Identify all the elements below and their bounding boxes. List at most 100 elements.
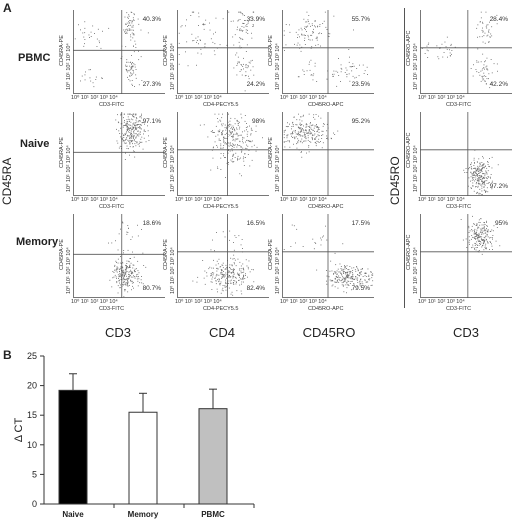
event-dot xyxy=(313,116,314,118)
event-dot xyxy=(348,281,350,282)
event-dot xyxy=(312,32,314,34)
event-dot xyxy=(236,133,238,135)
event-dot xyxy=(344,266,346,268)
event-dot xyxy=(251,159,253,161)
event-dot xyxy=(120,266,122,268)
event-dot xyxy=(224,124,226,126)
event-dot xyxy=(214,54,216,56)
event-dot xyxy=(133,131,135,133)
event-dot xyxy=(226,126,227,128)
event-dot xyxy=(478,235,479,237)
event-dot xyxy=(480,21,481,23)
y-axis-label: CD45RA-PE xyxy=(163,137,169,168)
event-dot xyxy=(133,14,135,16)
event-dot xyxy=(305,21,307,23)
event-dot xyxy=(230,128,232,130)
event-dot xyxy=(249,271,251,273)
event-dot xyxy=(243,23,244,24)
event-dot xyxy=(227,121,229,123)
event-dot xyxy=(128,140,130,142)
event-dot xyxy=(460,219,462,220)
event-dot xyxy=(222,275,224,277)
event-dot xyxy=(351,289,352,291)
event-dot xyxy=(244,153,245,155)
event-dot xyxy=(317,126,319,128)
flow-plot: 17.5% 79.5% 10⁰ 10¹ 10² 10³ 10⁴ CD45RO-APC C… xyxy=(268,214,374,312)
event-dot xyxy=(473,237,475,239)
event-dot xyxy=(478,177,480,179)
event-dot xyxy=(300,140,302,142)
event-dot xyxy=(133,45,134,47)
event-dot xyxy=(483,182,484,184)
event-dot xyxy=(250,133,252,135)
event-dot xyxy=(217,130,219,132)
event-dot xyxy=(232,129,233,130)
event-dot xyxy=(224,275,226,277)
event-dot xyxy=(332,284,334,286)
event-dot xyxy=(141,141,143,143)
event-dot xyxy=(130,11,132,13)
event-dot xyxy=(126,145,128,147)
event-dot xyxy=(483,187,485,188)
event-dot xyxy=(484,240,485,242)
event-dot xyxy=(139,115,141,117)
event-dot xyxy=(130,258,131,259)
event-dot xyxy=(310,34,312,36)
plot-axes xyxy=(177,112,269,196)
event-dot xyxy=(299,124,301,125)
event-dot xyxy=(471,188,472,189)
event-dot xyxy=(476,61,478,63)
event-dot xyxy=(464,172,466,173)
event-dot xyxy=(133,113,135,115)
event-dot xyxy=(228,283,230,284)
event-dot xyxy=(478,172,480,174)
flow-plot-svg xyxy=(177,10,269,94)
event-dot xyxy=(130,273,132,274)
event-dot xyxy=(475,169,477,171)
event-dot xyxy=(136,127,138,129)
quadrant-upper-right-percent: 55.7% xyxy=(351,16,370,23)
event-dot xyxy=(341,68,343,70)
event-dot xyxy=(489,249,490,250)
event-dot xyxy=(481,236,483,238)
x-axis-ticks: 10⁰ 10¹ 10² 10³ 10⁴ xyxy=(280,95,327,101)
event-dot xyxy=(287,126,289,128)
plot-axes xyxy=(177,214,269,298)
event-dot xyxy=(337,130,339,132)
event-dot xyxy=(129,20,131,21)
event-dot xyxy=(240,38,241,40)
event-dot xyxy=(342,285,344,287)
event-dot xyxy=(475,183,477,185)
event-dot xyxy=(240,278,241,280)
event-dot xyxy=(297,142,299,144)
event-dot xyxy=(320,117,322,119)
event-dot xyxy=(342,243,344,245)
event-dot xyxy=(495,240,497,242)
event-dot xyxy=(126,128,128,130)
event-dot xyxy=(223,274,225,276)
event-dot xyxy=(316,37,318,39)
event-dot xyxy=(474,231,475,232)
event-dot xyxy=(208,268,210,270)
event-dot xyxy=(99,42,100,44)
event-dot xyxy=(345,279,347,281)
event-dot xyxy=(474,180,476,182)
event-dot xyxy=(466,172,468,173)
event-dot xyxy=(317,26,318,28)
event-dot xyxy=(496,227,498,228)
event-dot xyxy=(353,278,354,280)
event-dot xyxy=(296,44,298,46)
event-dot xyxy=(125,265,127,266)
event-dot xyxy=(135,276,137,277)
event-dot xyxy=(132,113,134,115)
event-dot xyxy=(370,285,372,286)
x-axis-ticks: 10⁰ 10¹ 10² 10³ 10⁴ xyxy=(280,197,327,203)
event-dot xyxy=(299,135,301,137)
event-dot xyxy=(303,114,304,116)
event-dot xyxy=(123,277,124,279)
event-dot xyxy=(232,125,234,127)
event-dot xyxy=(285,141,287,142)
event-dot xyxy=(371,271,372,273)
event-dot xyxy=(478,180,480,182)
event-dot xyxy=(135,117,137,118)
